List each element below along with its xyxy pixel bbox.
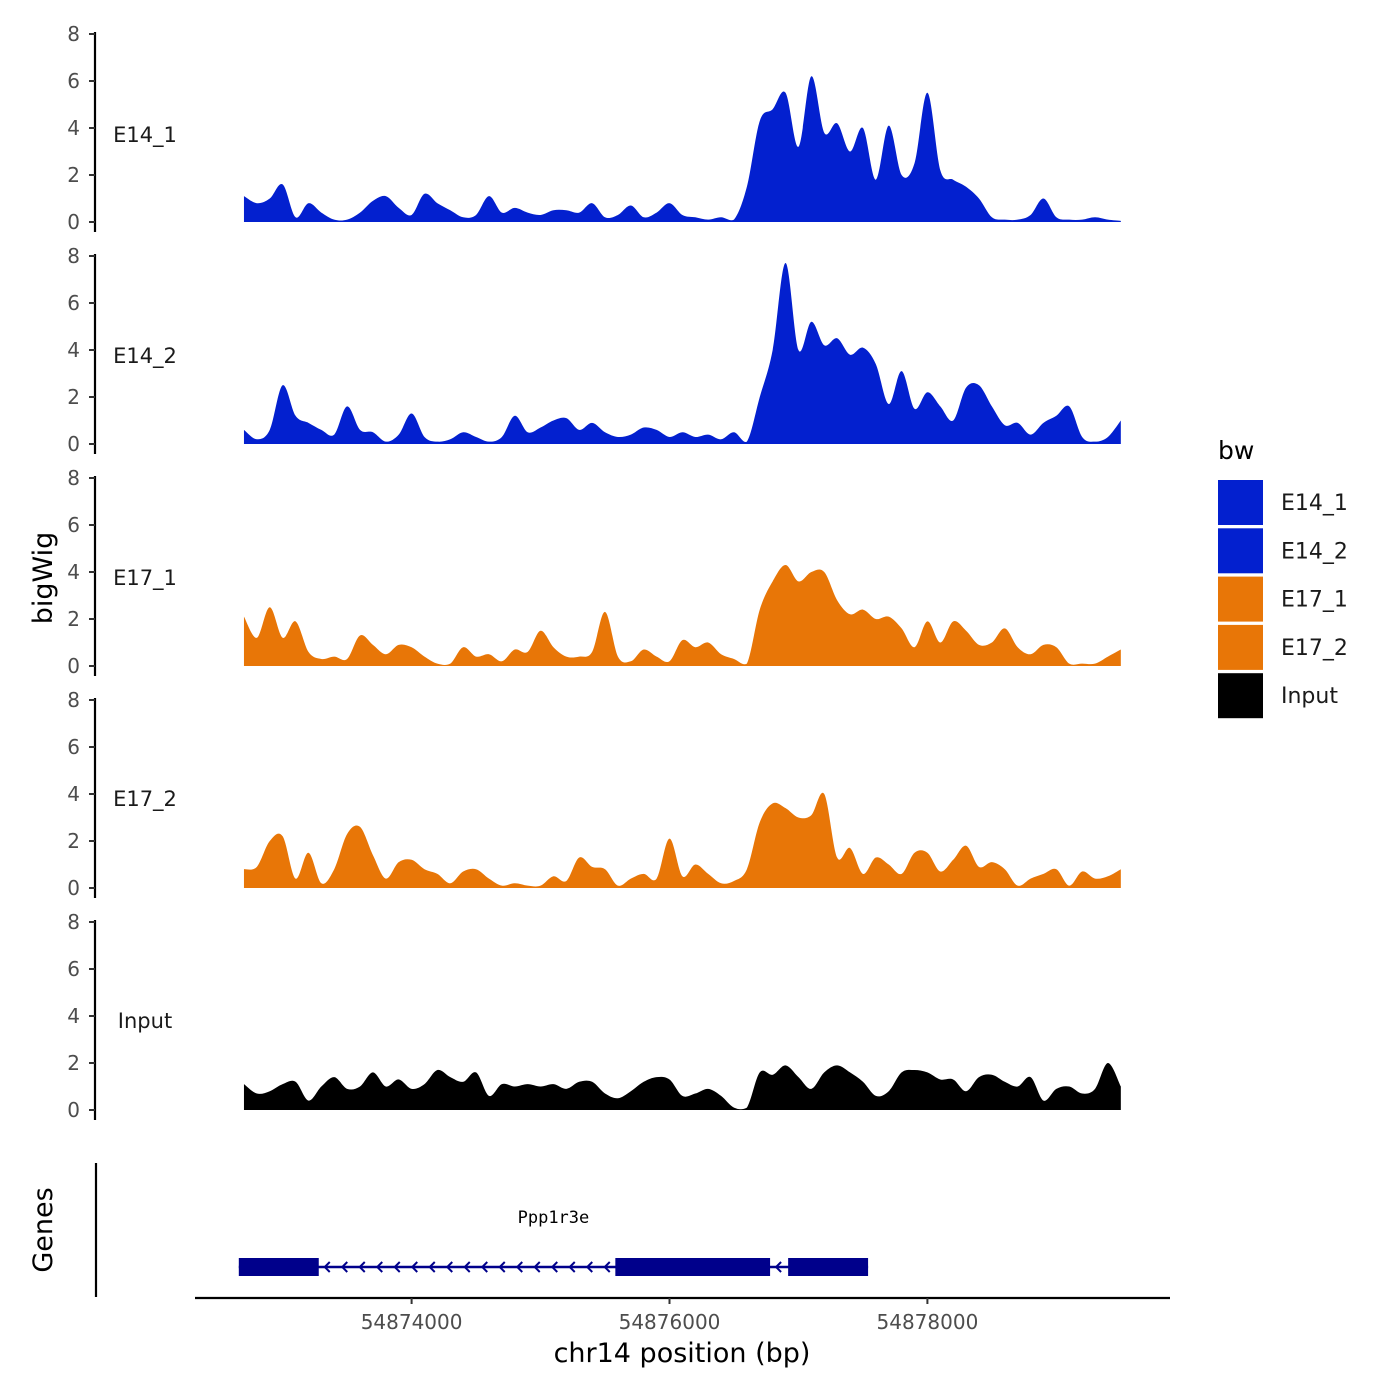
genes-track-title: Genes	[28, 1187, 59, 1272]
x-tick-label: 54876000	[619, 1310, 721, 1334]
y-tick-label: 4	[67, 560, 80, 584]
gene-model: Ppp1r3e	[238, 1208, 869, 1276]
legend: bw E14_1 E14_2 E17_1 E17_2 Input	[1218, 436, 1348, 719]
panel-e17-1: 0 2 4 6 8 E17_1	[67, 466, 1121, 678]
y-tick-label: 2	[67, 829, 80, 853]
strand-arrow	[428, 1261, 436, 1273]
coverage-area-e17-1	[243, 564, 1121, 666]
y-tick-label: 6	[67, 69, 80, 93]
strand-arrow	[515, 1261, 523, 1273]
panel-e17-2: 0 2 4 6 8 E17_2	[67, 688, 1121, 900]
strand-arrow	[410, 1261, 418, 1273]
y-tick-label: 4	[67, 1004, 80, 1028]
strand-arrow	[550, 1261, 558, 1273]
y-tick-label: 0	[67, 432, 80, 456]
panel-e14-1: 0 2 4 6 8 E14_1	[67, 22, 1121, 234]
y-axis-title: bigWig	[28, 532, 59, 625]
legend-title: bw	[1218, 436, 1254, 465]
legend-label: E17_2	[1281, 636, 1348, 661]
strand-arrow	[498, 1261, 506, 1273]
y-tick-label: 8	[67, 688, 80, 712]
strand-arrow	[340, 1261, 348, 1273]
strand-arrow	[445, 1261, 453, 1273]
coverage-area-input	[243, 1062, 1121, 1110]
legend-key-e14-2	[1218, 528, 1263, 574]
strand-arrow	[774, 1261, 782, 1273]
x-tick-label: 54874000	[361, 1310, 463, 1334]
y-tick-label: 6	[67, 513, 80, 537]
track-label: E17_2	[113, 787, 177, 812]
y-tick-label: 2	[67, 385, 80, 409]
gene-exon	[238, 1258, 319, 1276]
y-tick-label: 6	[67, 291, 80, 315]
track-label: E17_1	[113, 566, 177, 591]
strand-arrow	[480, 1261, 488, 1273]
legend-label: E17_1	[1281, 588, 1348, 613]
gene-label: Ppp1r3e	[518, 1208, 590, 1228]
panel-input: 0 2 4 6 8 Input	[67, 910, 1121, 1122]
y-tick-label: 2	[67, 1051, 80, 1075]
x-axis: chr14 position (bp) 54874000 54876000 5487…	[195, 1296, 1170, 1369]
y-tick-label: 8	[67, 466, 80, 490]
strand-arrow	[533, 1261, 541, 1273]
x-tick-label: 54878000	[877, 1310, 979, 1334]
y-tick-label: 4	[67, 116, 80, 140]
x-axis-title: chr14 position (bp)	[554, 1338, 811, 1369]
legend-label: E14_1	[1281, 491, 1348, 516]
strand-arrow	[568, 1261, 576, 1273]
coverage-panels: 0 2 4 6 8 E14_1 0 2 4 6 8 E14_2 0 2 4 6 8 E17_1 0 2 4 6 8 E17_2…	[67, 22, 1121, 1122]
legend-key-e17-1	[1218, 576, 1263, 622]
y-tick-label: 6	[67, 957, 80, 981]
strand-arrow	[375, 1261, 383, 1273]
y-tick-label: 4	[67, 338, 80, 362]
legend-key-e14-1	[1218, 480, 1263, 525]
y-tick-label: 0	[67, 876, 80, 900]
legend-label: Input	[1281, 684, 1338, 709]
y-tick-label: 4	[67, 782, 80, 806]
legend-key-e17-2	[1218, 624, 1263, 670]
y-tick-label: 2	[67, 607, 80, 631]
y-tick-label: 0	[67, 210, 80, 234]
gene-exon	[615, 1258, 771, 1276]
y-tick-label: 8	[67, 22, 80, 46]
genes-track: Genes Ppp1r3e	[28, 1163, 869, 1297]
y-tick-label: 6	[67, 735, 80, 759]
legend-label: E14_2	[1281, 539, 1348, 564]
strand-arrow	[323, 1261, 331, 1273]
strand-arrow	[358, 1261, 366, 1273]
panel-e14-2: 0 2 4 6 8 E14_2	[67, 244, 1121, 456]
strand-arrow	[463, 1261, 471, 1273]
track-label: Input	[118, 1009, 172, 1033]
coverage-area-e17-2	[243, 792, 1121, 888]
gene-exon	[788, 1258, 869, 1276]
y-tick-label: 8	[67, 244, 80, 268]
coverage-area-e14-1	[243, 76, 1121, 222]
y-tick-label: 0	[67, 1098, 80, 1122]
strand-arrow	[603, 1261, 611, 1273]
strand-arrow	[585, 1261, 593, 1273]
track-label: E14_1	[113, 123, 177, 148]
coverage-area-e14-2	[243, 263, 1121, 444]
legend-key-input	[1218, 673, 1263, 719]
y-tick-label: 2	[67, 163, 80, 187]
y-tick-label: 0	[67, 654, 80, 678]
strand-arrow	[393, 1261, 401, 1273]
track-label: E14_2	[113, 344, 177, 369]
y-tick-label: 8	[67, 910, 80, 934]
